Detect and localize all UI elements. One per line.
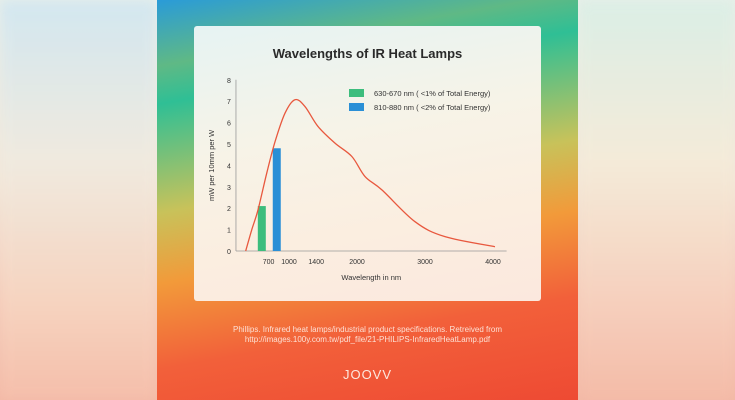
x-tick-label: 1400 (308, 259, 324, 266)
legend-swatch-2 (349, 103, 364, 111)
blurred-background-right (578, 0, 735, 400)
x-tick-label: 2000 (349, 259, 365, 266)
source-citation: Phillips. Infrared heat lamps/industrial… (157, 325, 578, 345)
y-tick-label: 4 (227, 163, 231, 170)
y-tick-label: 1 (227, 228, 231, 235)
chart-title: Wavelengths of IR Heat Lamps (272, 46, 463, 61)
y-tick-label: 0 (227, 249, 231, 256)
source-line-1: Phillips. Infrared heat lamps/industrial… (232, 325, 502, 334)
bar-2 (272, 148, 281, 251)
y-tick-label: 3 (227, 185, 231, 192)
y-tick-label: 5 (227, 142, 231, 149)
bar-1 (257, 206, 266, 251)
joovv-logo: JOOVV (342, 367, 393, 382)
legend-swatch-1 (349, 89, 364, 97)
y-axis-label: mW per 10mm per W (207, 129, 216, 201)
emission-curve (245, 98, 496, 252)
y-tick-label: 7 (227, 99, 231, 106)
poster: Wavelengths of IR Heat Lamps 0 1 2 3 4 5 6 7 8 70… (157, 0, 578, 400)
chart: 0 1 2 3 4 5 6 7 8 700 1000 1400 2000 3000 4000 Waveleng… (207, 78, 507, 282)
y-tick-label: 6 (227, 121, 231, 128)
x-tick-label: 700 (263, 259, 275, 266)
y-tick-label: 2 (227, 206, 231, 213)
x-tick-label: 1000 (281, 259, 297, 266)
y-tick-label: 8 (227, 78, 231, 85)
x-tick-label: 4000 (485, 259, 501, 266)
legend-label-1: 630-670 nm ( <1% of Total Energy) (374, 89, 491, 98)
chart-card: Wavelengths of IR Heat Lamps 0 1 2 3 4 5 6 7 8 70… (194, 26, 541, 301)
source-line-2: http://images.100y.com.tw/pdf_file/21-PH… (244, 335, 491, 344)
legend-label-2: 810-880 nm ( <2% of Total Energy) (374, 103, 491, 112)
blurred-background-left (0, 0, 157, 400)
x-axis-label: Wavelength in nm (341, 273, 401, 282)
x-tick-label: 3000 (417, 259, 433, 266)
